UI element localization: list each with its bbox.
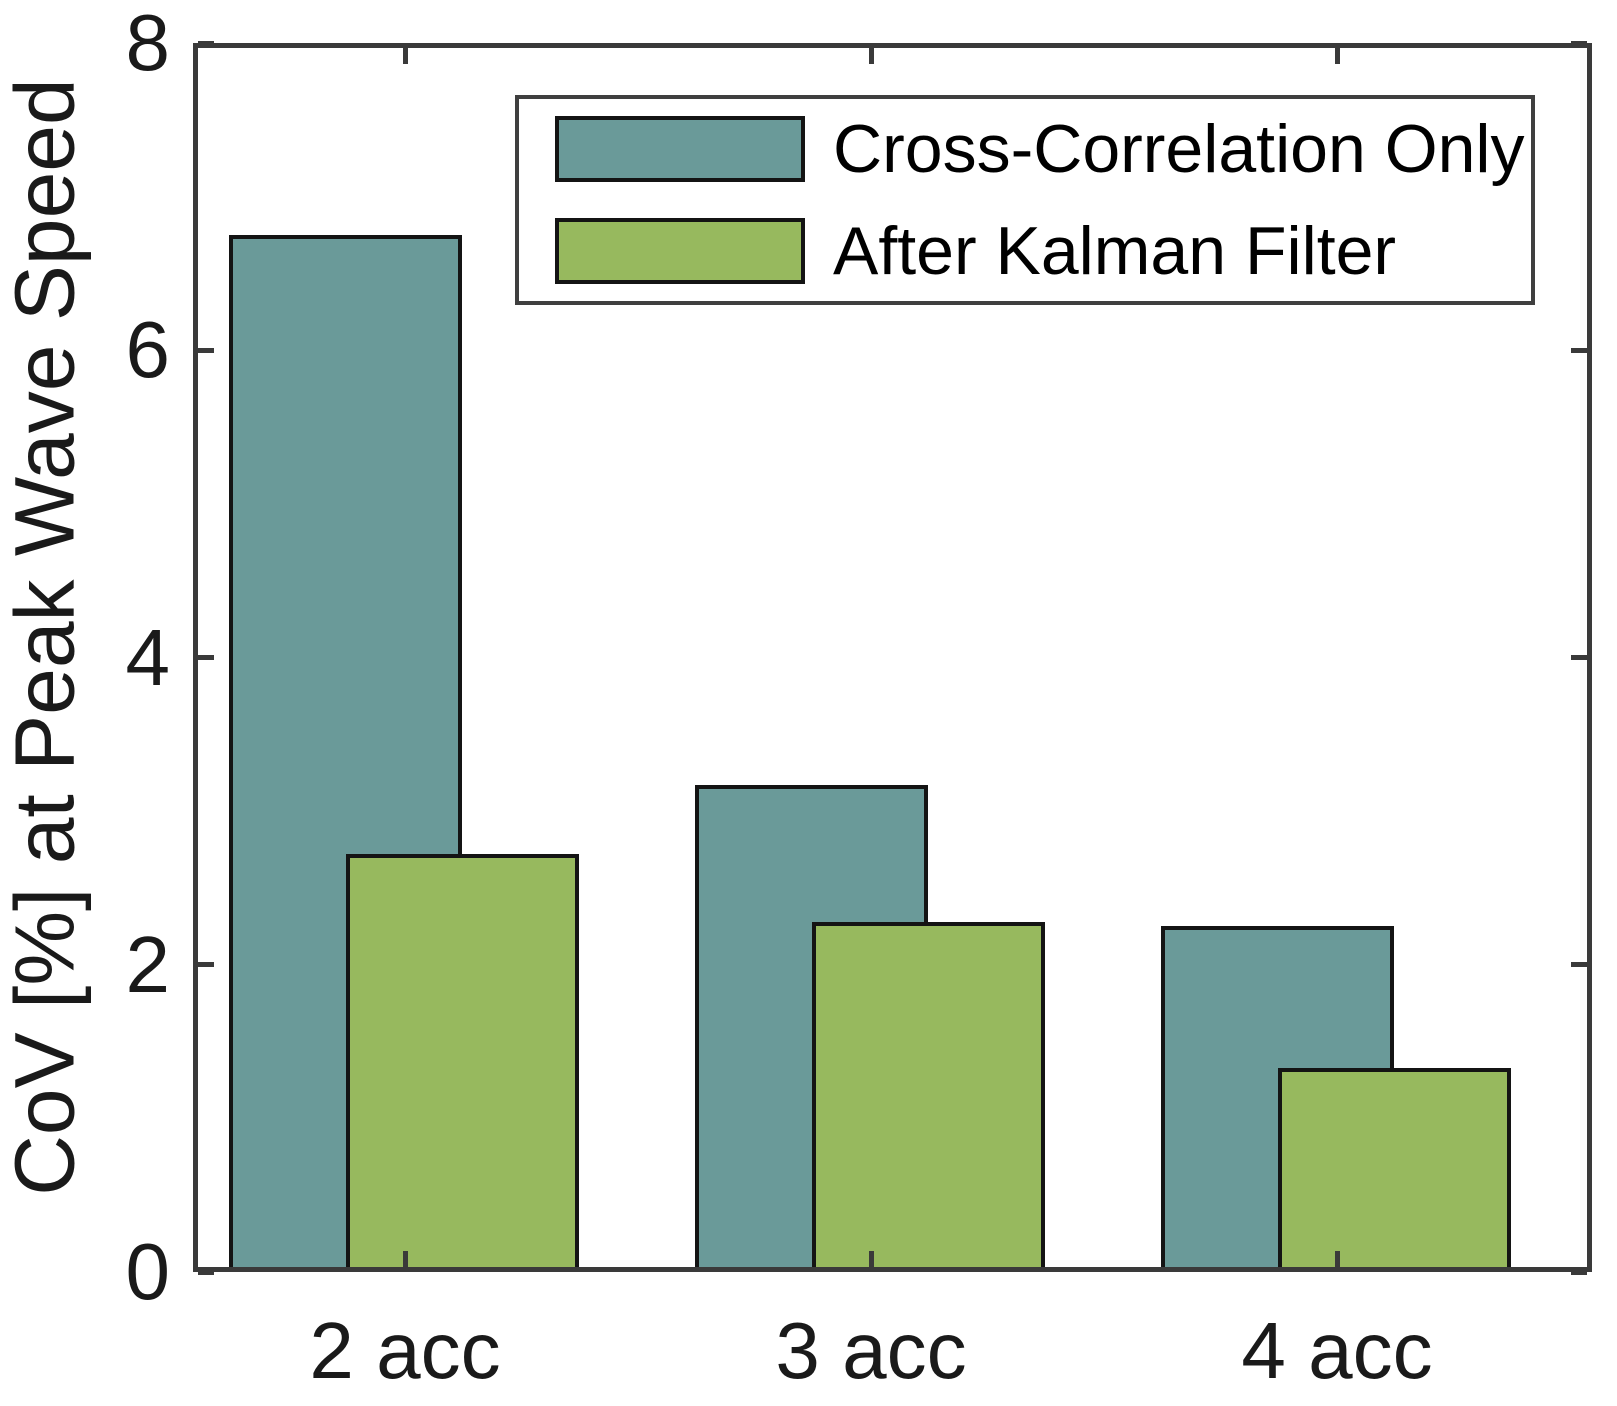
legend: Cross-Correlation Only After Kalman Filt… [515,95,1535,305]
x-tick-label-3-acc: 3 acc [775,1306,967,1395]
y-tick-right-2 [1571,962,1587,968]
legend-label-cross-correlation-only: Cross-Correlation Only [833,111,1525,187]
bar-3-acc-series-1 [812,921,1045,1272]
y-tick-left-8 [198,40,214,46]
y-tick-label-0: 0 [125,1227,171,1316]
y-tick-label-6: 6 [125,305,171,395]
x-tick-bottom-2 [868,1251,874,1267]
x-tick-top-3 [1334,48,1340,64]
x-tick-top-2 [868,48,874,64]
x-tick-bottom-1 [402,1251,408,1267]
legend-swatch-after-kalman-filter [555,218,805,284]
bar-2-acc-series-1 [346,854,579,1272]
bar-2-acc-series-0 [229,235,462,1272]
legend-swatch-cross-correlation-only [555,116,805,182]
x-tick-label-4-acc: 4 acc [1241,1306,1433,1395]
legend-item-after-kalman-filter: After Kalman Filter [519,212,1531,290]
y-tick-right-6 [1571,347,1587,353]
y-tick-left-6 [198,347,214,353]
x-tick-bottom-3 [1334,1251,1340,1267]
y-tick-right-4 [1571,655,1587,660]
y-tick-label-8: 8 [125,0,171,87]
y-tick-left-2 [198,962,214,968]
y-tick-right-8 [1571,40,1587,46]
x-tick-label-2-acc: 2 acc [309,1306,501,1395]
y-tick-label-2: 2 [125,919,171,1009]
y-tick-left-0 [198,1269,214,1275]
y-tick-right-0 [1571,1269,1587,1275]
legend-label-after-kalman-filter: After Kalman Filter [833,213,1397,289]
y-tick-label-4: 4 [125,612,171,702]
y-tick-left-4 [198,655,214,660]
legend-item-cross-correlation-only: Cross-Correlation Only [519,110,1531,188]
x-tick-top-1 [402,48,408,64]
bar-4-acc-series-1 [1278,1067,1511,1272]
